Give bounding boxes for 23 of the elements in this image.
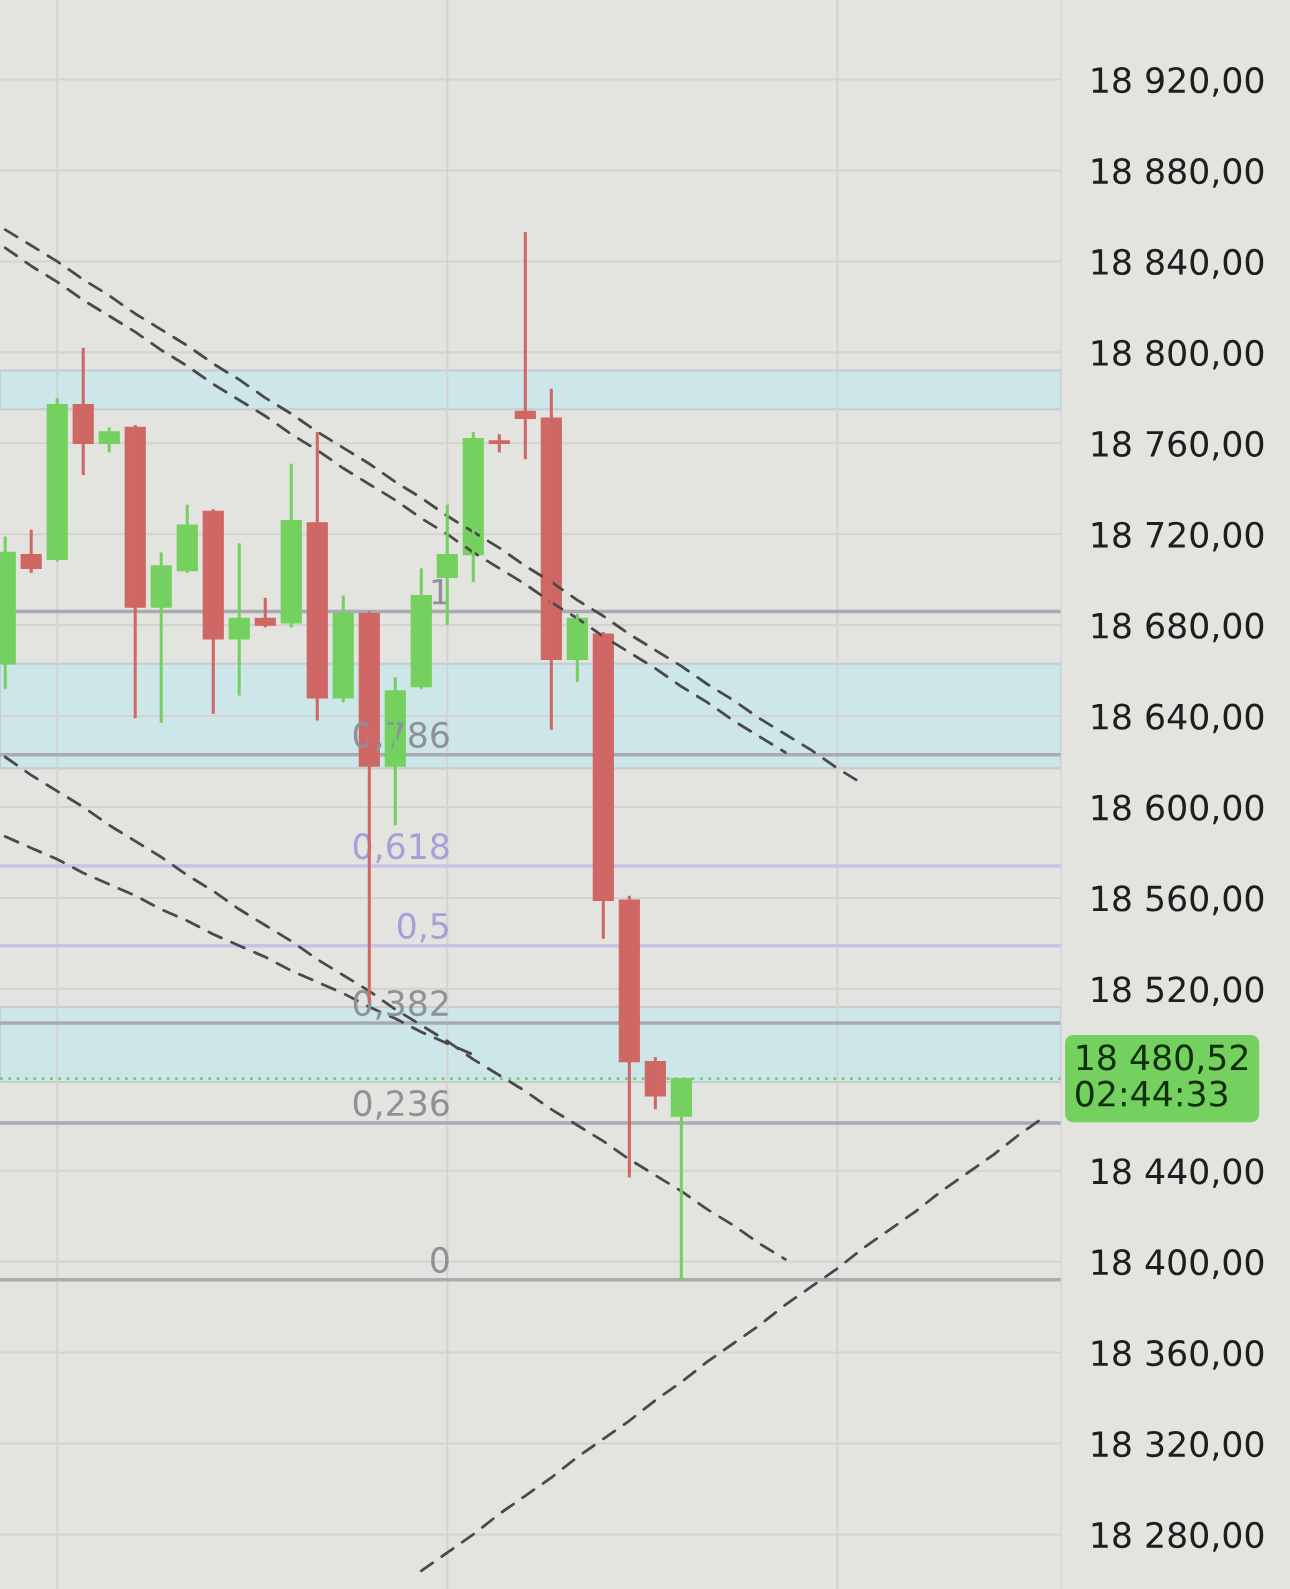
- annotation: 1: [432, 578, 448, 605]
- y-tick-label: 18 320,00: [1092, 1430, 1264, 1461]
- y-tick-label: 18 880,00: [1092, 157, 1264, 188]
- y-tick-label: 18 520,00: [1092, 976, 1264, 1007]
- y-tick-label: 18 440,00: [1092, 1158, 1264, 1188]
- annotation: 0,236: [353, 1089, 449, 1120]
- y-tick-label: 18 920,00: [1092, 66, 1264, 97]
- y-tick-label: 18 640,00: [1092, 703, 1264, 734]
- annotation: 0,5: [398, 912, 448, 943]
- y-tick-label: 18 360,00: [1092, 1340, 1264, 1370]
- y-tick-label: 18 400,00: [1092, 1249, 1264, 1279]
- line-series: [3, 246, 787, 754]
- y-tick-label: 18 560,00: [1092, 885, 1264, 916]
- candlestick: [488, 434, 510, 453]
- y-tick-label: 18 800,00: [1092, 339, 1264, 370]
- y-tick-label: 18 840,00: [1092, 248, 1264, 279]
- annotation: 0: [431, 1246, 449, 1274]
- y-tick-label: 18 280,00: [1092, 1521, 1264, 1552]
- y-tick-label: 18 680,00: [1092, 612, 1264, 643]
- ref-line-label: 18 480,52 02:44:33: [1076, 1044, 1247, 1107]
- y-tick-label: 18 600,00: [1092, 794, 1264, 825]
- y-tick-label: 18 760,00: [1092, 430, 1264, 461]
- y-tick-label: 18 720,00: [1092, 521, 1264, 552]
